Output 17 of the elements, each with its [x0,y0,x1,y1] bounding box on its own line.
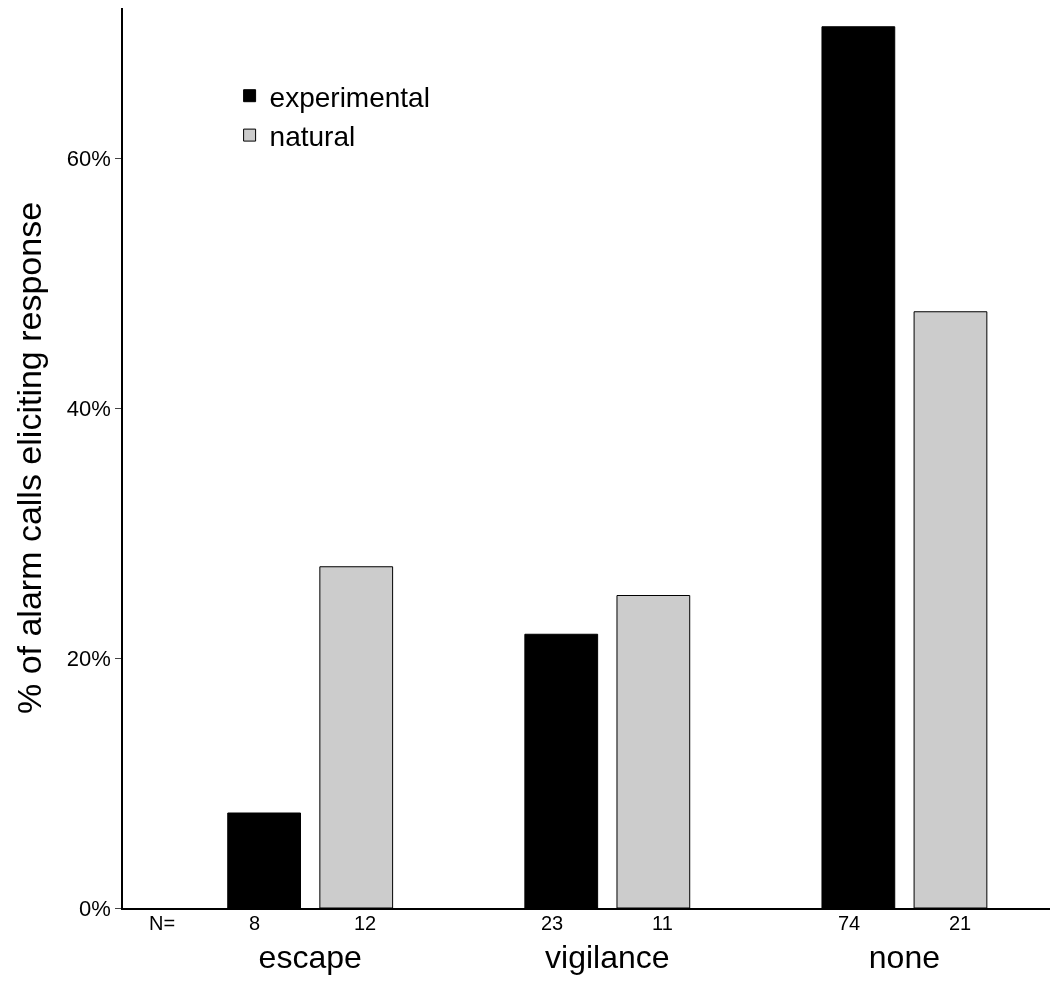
y-tick-label: 40% [66,395,111,421]
text: 21 [949,912,972,934]
text: 11 [652,912,673,934]
x-tick-label: escape [258,939,362,976]
y-tick-label: 20% [66,645,111,671]
y-tick-label: 60% [66,145,111,171]
text: 8 [249,912,261,934]
text: 12 [354,912,377,934]
text: 23 [541,912,564,934]
y-axis-title: % of alarm calls eliciting response [9,201,48,715]
legend-label: natural [269,121,356,153]
y-tick-label: 0% [79,895,111,921]
legend-label: experimental [269,81,430,113]
text: 74 [838,912,861,934]
x-tick-label: none [868,939,940,976]
x-tick-label: vigilance [545,939,670,976]
text: N= [149,912,176,934]
